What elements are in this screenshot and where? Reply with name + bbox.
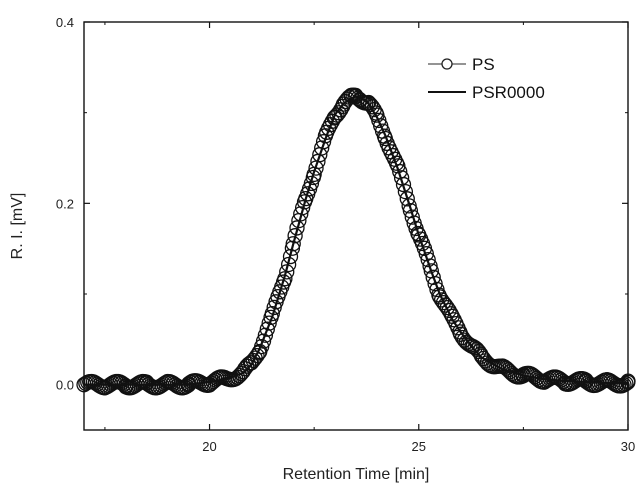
ps-data-point — [433, 292, 450, 308]
ps-data-point — [259, 321, 275, 337]
ps-data-point — [399, 191, 415, 207]
x-tick-label: 25 — [412, 439, 426, 454]
legend-ps-label: PS — [472, 55, 495, 74]
plot-layer — [76, 87, 636, 396]
y-axis-title: R. I. [mV] — [9, 193, 26, 260]
x-axis-title: Retention Time [min] — [283, 466, 430, 483]
ps-data-point — [437, 297, 453, 313]
x-tick-label: 20 — [202, 439, 216, 454]
ps-data-point — [390, 158, 406, 174]
ps-data-point — [404, 209, 420, 225]
ps-data-point — [388, 155, 405, 171]
axes-layer: 20 25 30 0.0 0.2 0.4 — [56, 15, 635, 454]
ps-data-point — [616, 377, 632, 393]
series-psr0000-line — [84, 95, 628, 386]
y-tick-label: 0.2 — [56, 196, 74, 211]
ps-data-point — [294, 199, 311, 216]
series-ps-markers — [76, 87, 636, 396]
legend-psr0000-label: PSR0000 — [472, 83, 545, 102]
ps-data-point — [261, 315, 277, 331]
ps-data-point — [393, 170, 410, 186]
legend: PS PSR0000 — [428, 55, 545, 102]
ps-data-point — [249, 347, 265, 364]
plot-frame — [83, 21, 629, 431]
ps-data-point — [435, 294, 452, 311]
ps-data-point — [255, 333, 272, 349]
ps-data-point — [420, 251, 436, 268]
ps-data-point — [303, 175, 320, 192]
ps-data-point — [385, 147, 401, 164]
ps-data-point — [427, 275, 443, 292]
ps-data-point — [289, 220, 305, 236]
ps-data-point — [395, 176, 412, 193]
ps-data-point — [287, 228, 303, 244]
ps-data-point — [397, 183, 414, 200]
y-tick-label: 0.4 — [56, 15, 74, 30]
ps-data-point — [285, 236, 301, 252]
legend-ps-marker — [441, 58, 453, 70]
y-tick-label: 0.0 — [56, 378, 74, 393]
x-tick-label: 30 — [621, 439, 635, 454]
ps-data-point — [315, 134, 332, 150]
ps-data-point — [264, 305, 280, 322]
